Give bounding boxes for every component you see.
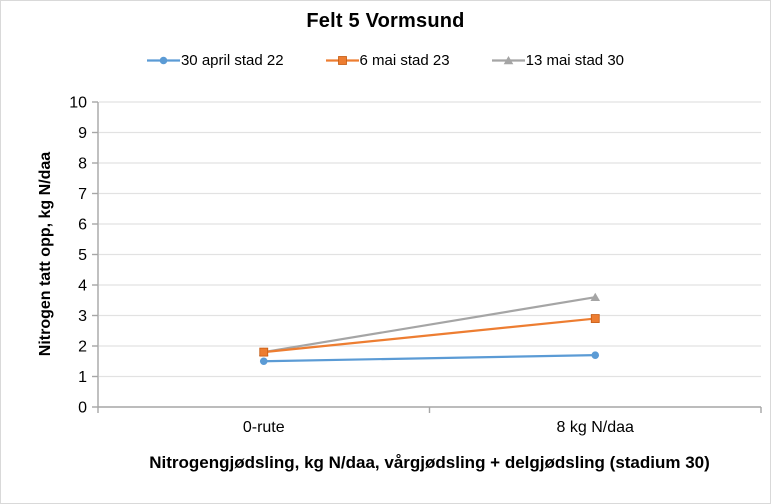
series-line [263, 354, 596, 363]
legend-item-3: 13 mai stad 30 [491, 52, 625, 69]
y-tick-label: 2 [78, 339, 87, 356]
data-point-marker [590, 292, 601, 301]
y-tick-label: 9 [78, 125, 87, 142]
y-tick-label: 1 [78, 369, 87, 386]
circle-legend-marker-icon [146, 56, 180, 65]
series-30-april-stad-22 [259, 351, 600, 366]
data-point-marker [590, 314, 600, 323]
legend-item-2: 6 mai stad 23 [325, 52, 450, 69]
x-axis-title: Nitrogengjødsling, kg N/daa, vårgjødslin… [149, 453, 710, 472]
legend-item-1: 30 april stad 22 [146, 52, 284, 69]
x-tick-label: 8 kg N/daa [557, 419, 634, 436]
data-point-marker [503, 56, 513, 65]
series-line [263, 317, 596, 354]
legend: 30 april stad 22 6 mai stad 23 13 mai stad… [1, 52, 770, 69]
legend-label: 13 mai stad 30 [525, 52, 625, 69]
y-tick-label: 7 [78, 186, 87, 203]
y-tick-label: 4 [78, 278, 87, 295]
legend-label: 30 april stad 22 [180, 52, 284, 69]
y-tick-label: 0 [78, 400, 87, 417]
legend-label: 6 mai stad 23 [359, 52, 450, 69]
data-point-marker [259, 347, 269, 357]
y-tick-label: 6 [78, 217, 87, 234]
data-point-marker [337, 56, 347, 65]
chart-title: Felt 5 Vormsund [306, 10, 465, 32]
data-point-marker [159, 56, 168, 65]
y-tick-label: 10 [69, 95, 87, 112]
series-6-mai-stad-23 [259, 314, 600, 357]
data-point-marker [591, 351, 600, 359]
y-tick-label: 3 [78, 308, 87, 325]
y-tick-label: 5 [78, 247, 87, 264]
triangle-legend-marker-icon [491, 56, 525, 65]
y-axis-title: Nitrogen tatt opp, kg N/daa [37, 151, 54, 357]
y-tick-label: 8 [78, 156, 87, 173]
data-point-marker [259, 357, 268, 366]
x-tick-label: 0-rute [243, 419, 285, 436]
series-line [263, 296, 596, 354]
square-legend-marker-icon [325, 56, 359, 65]
